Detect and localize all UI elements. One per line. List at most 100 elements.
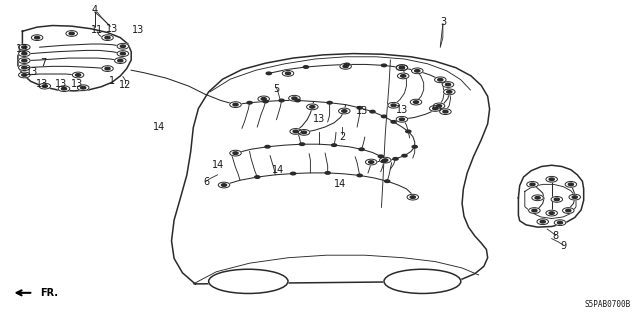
Circle shape bbox=[22, 66, 27, 69]
Text: 5: 5 bbox=[273, 84, 280, 94]
Circle shape bbox=[415, 70, 420, 72]
Circle shape bbox=[22, 74, 27, 76]
Circle shape bbox=[293, 130, 298, 133]
Circle shape bbox=[81, 86, 86, 89]
Circle shape bbox=[265, 145, 270, 148]
Circle shape bbox=[117, 51, 129, 56]
Circle shape bbox=[19, 51, 30, 56]
Text: 14: 14 bbox=[334, 179, 347, 189]
Text: 12: 12 bbox=[119, 80, 132, 91]
Ellipse shape bbox=[384, 269, 461, 293]
Circle shape bbox=[397, 73, 409, 79]
Circle shape bbox=[218, 182, 230, 188]
Circle shape bbox=[529, 208, 540, 213]
Circle shape bbox=[261, 98, 266, 100]
Circle shape bbox=[549, 212, 554, 214]
Circle shape bbox=[66, 31, 77, 36]
Circle shape bbox=[289, 95, 300, 101]
Circle shape bbox=[357, 107, 362, 109]
Circle shape bbox=[402, 154, 407, 157]
Circle shape bbox=[19, 72, 30, 78]
Circle shape bbox=[307, 104, 318, 110]
Circle shape bbox=[566, 209, 571, 212]
Text: 13: 13 bbox=[54, 78, 67, 89]
Circle shape bbox=[266, 72, 271, 75]
Text: 13: 13 bbox=[131, 25, 144, 35]
Circle shape bbox=[285, 72, 291, 75]
Circle shape bbox=[230, 102, 241, 108]
Circle shape bbox=[551, 197, 563, 202]
Circle shape bbox=[415, 70, 420, 72]
Text: 14: 14 bbox=[211, 160, 224, 170]
Circle shape bbox=[433, 103, 445, 109]
Circle shape bbox=[443, 110, 448, 113]
Circle shape bbox=[569, 194, 580, 200]
Circle shape bbox=[120, 45, 125, 48]
Circle shape bbox=[445, 83, 451, 86]
Circle shape bbox=[399, 118, 404, 121]
Circle shape bbox=[554, 220, 566, 226]
Circle shape bbox=[546, 210, 557, 216]
Circle shape bbox=[39, 83, 51, 89]
Circle shape bbox=[19, 58, 30, 63]
Circle shape bbox=[22, 46, 27, 48]
Circle shape bbox=[118, 59, 123, 62]
Circle shape bbox=[369, 161, 374, 163]
Text: 13: 13 bbox=[26, 67, 38, 77]
Text: 11: 11 bbox=[91, 25, 104, 35]
Circle shape bbox=[391, 104, 396, 107]
Text: 8: 8 bbox=[552, 231, 559, 241]
Circle shape bbox=[435, 77, 446, 83]
Circle shape bbox=[290, 129, 301, 134]
Circle shape bbox=[399, 66, 404, 69]
Circle shape bbox=[378, 155, 383, 158]
Circle shape bbox=[396, 65, 408, 70]
Circle shape bbox=[410, 99, 422, 105]
Circle shape bbox=[42, 85, 47, 87]
Circle shape bbox=[301, 131, 307, 134]
Circle shape bbox=[359, 148, 364, 151]
Text: 1: 1 bbox=[109, 76, 115, 86]
Circle shape bbox=[527, 182, 538, 187]
Text: 13: 13 bbox=[16, 44, 29, 55]
Circle shape bbox=[388, 102, 399, 108]
Circle shape bbox=[442, 82, 454, 87]
Circle shape bbox=[565, 182, 577, 187]
Circle shape bbox=[554, 198, 559, 201]
Circle shape bbox=[410, 196, 415, 198]
Circle shape bbox=[291, 172, 296, 175]
Circle shape bbox=[255, 176, 260, 178]
Circle shape bbox=[413, 101, 419, 103]
Circle shape bbox=[343, 65, 348, 68]
Text: 4: 4 bbox=[92, 5, 98, 15]
Circle shape bbox=[438, 78, 443, 81]
Circle shape bbox=[69, 32, 74, 35]
Circle shape bbox=[370, 110, 375, 113]
Circle shape bbox=[292, 97, 297, 100]
Circle shape bbox=[295, 99, 300, 102]
Circle shape bbox=[22, 59, 27, 62]
Circle shape bbox=[447, 91, 452, 93]
Text: 7: 7 bbox=[40, 58, 47, 68]
Circle shape bbox=[381, 115, 387, 118]
Text: 3: 3 bbox=[440, 17, 446, 27]
Text: 9: 9 bbox=[560, 241, 566, 251]
Circle shape bbox=[115, 58, 126, 63]
Circle shape bbox=[300, 143, 305, 145]
Circle shape bbox=[303, 66, 308, 68]
Text: 13: 13 bbox=[396, 105, 408, 115]
Circle shape bbox=[540, 220, 545, 223]
Circle shape bbox=[282, 70, 294, 76]
Circle shape bbox=[546, 176, 557, 182]
Circle shape bbox=[568, 183, 573, 186]
Circle shape bbox=[549, 178, 554, 181]
Circle shape bbox=[77, 85, 89, 91]
Text: 2: 2 bbox=[339, 132, 346, 142]
Ellipse shape bbox=[209, 269, 288, 293]
Circle shape bbox=[391, 121, 396, 123]
Circle shape bbox=[72, 72, 84, 78]
Circle shape bbox=[327, 101, 332, 104]
Circle shape bbox=[233, 152, 238, 154]
Circle shape bbox=[342, 110, 347, 112]
Text: 14: 14 bbox=[152, 122, 165, 132]
